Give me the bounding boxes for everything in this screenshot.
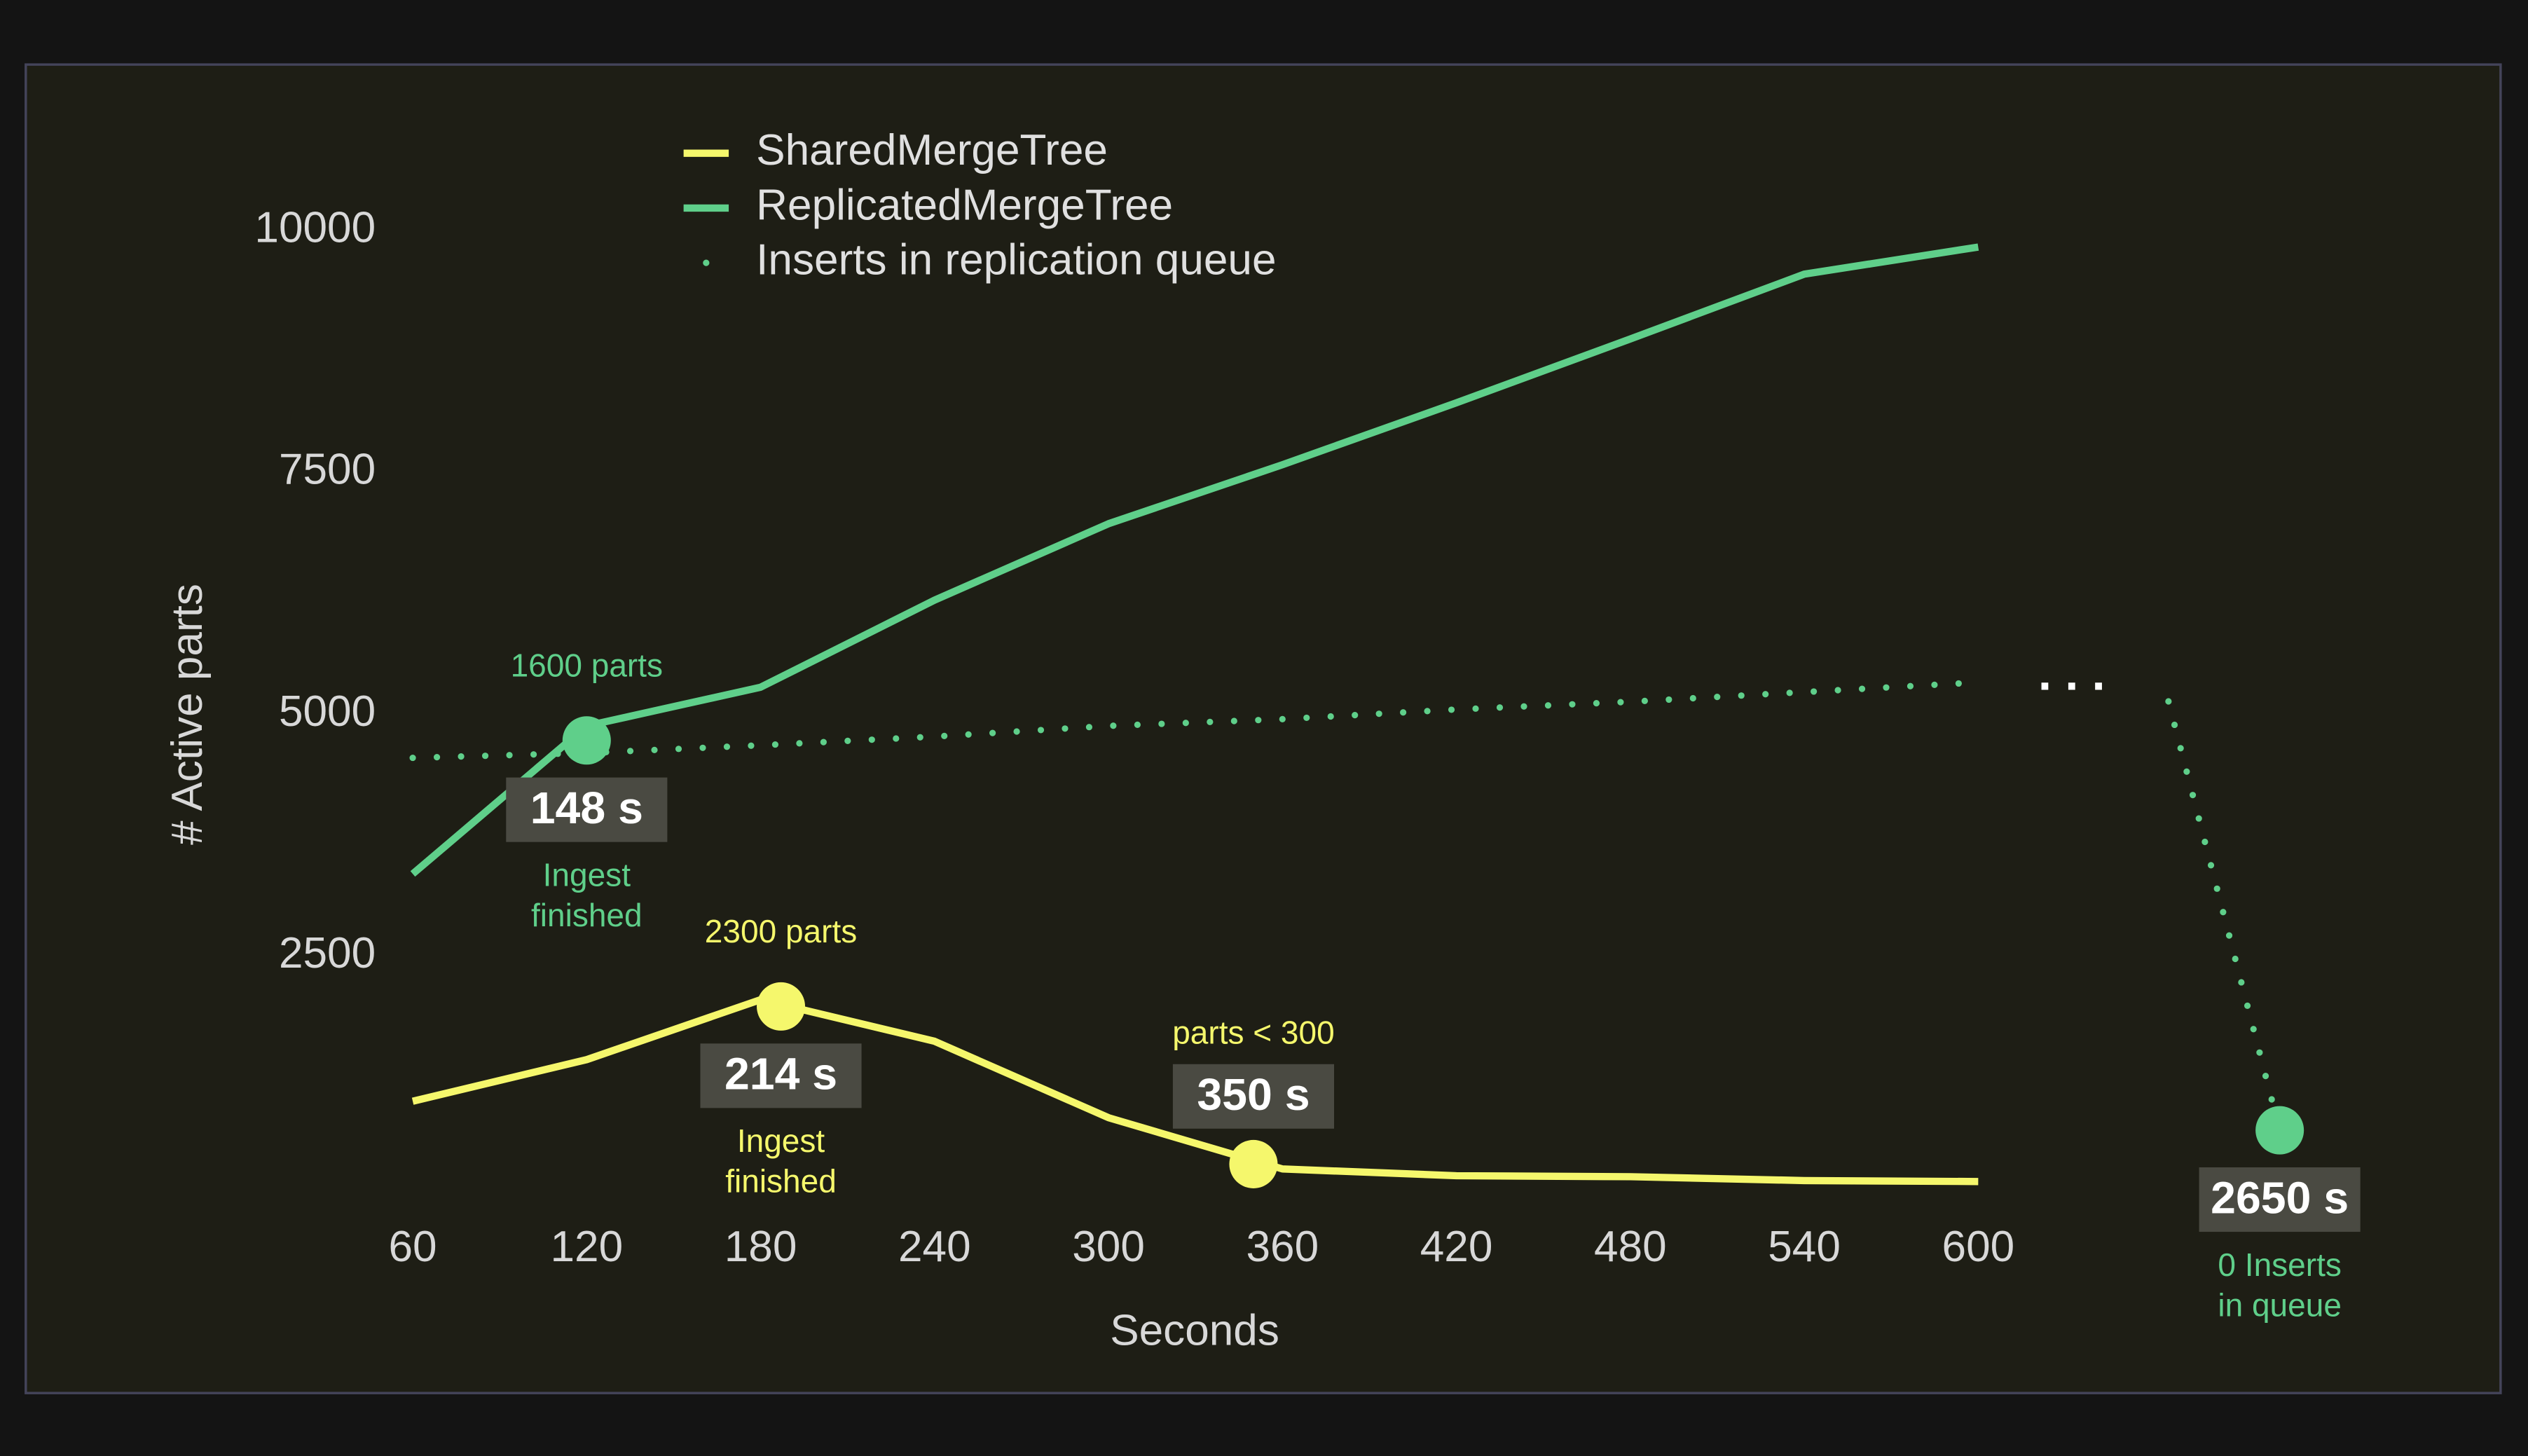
x-tick-label: 300: [1072, 1223, 1145, 1271]
legend-label: SharedMergeTree: [756, 126, 1108, 174]
annotation-note: Ingest: [737, 1122, 825, 1159]
x-tick-label: 420: [1420, 1223, 1493, 1271]
y-tick-label: 5000: [279, 687, 376, 736]
annotation-marker: [757, 982, 806, 1031]
x-tick-label: 60: [389, 1223, 437, 1271]
time-box: [1172, 1064, 1335, 1129]
x-tick-label: 240: [898, 1223, 971, 1271]
x-axis-title: Seconds: [1110, 1306, 1279, 1354]
x-tick-label: 540: [1768, 1223, 1841, 1271]
annotation-note: finished: [725, 1163, 837, 1200]
annotation-marker: [2255, 1106, 2304, 1155]
time-label: 2650 s: [2211, 1172, 2349, 1223]
y-tick-label: 10000: [254, 204, 376, 252]
annotation-note: Ingest: [543, 856, 631, 893]
x-tick-label: 120: [550, 1223, 623, 1271]
annotation-label: 1600 parts: [511, 647, 663, 683]
y-tick-label: 2500: [279, 929, 376, 977]
annotation-label: 2300 parts: [705, 913, 857, 949]
annotation-note: 0 Inserts: [2218, 1246, 2341, 1283]
time-box: [2199, 1167, 2361, 1232]
annotation-label: parts < 300: [1172, 1015, 1335, 1051]
time-label: 148 s: [530, 783, 643, 833]
series-line: [409, 679, 1981, 762]
x-tick-label: 180: [724, 1223, 797, 1271]
series-line: [410, 243, 1979, 877]
annotation-note: in queue: [2218, 1286, 2342, 1323]
x-tick-label: 360: [1246, 1223, 1319, 1271]
legend-swatch: [703, 259, 710, 266]
y-axis-title: # Active parts: [163, 584, 212, 845]
time-label: 214 s: [724, 1049, 837, 1099]
x-tick-label: 480: [1594, 1223, 1667, 1271]
axis-break: . . .: [2038, 647, 2105, 701]
time-box: [700, 1043, 862, 1108]
y-tick-label: 7500: [279, 446, 376, 494]
legend-label: Inserts in replication queue: [756, 236, 1276, 284]
time-label: 350 s: [1197, 1069, 1310, 1120]
annotation-marker: [1229, 1139, 1278, 1188]
x-tick-label: 600: [1942, 1223, 2015, 1271]
time-box: [506, 777, 668, 842]
annotation-marker: [562, 716, 611, 765]
queue-drain-line: [2165, 698, 2283, 1134]
legend-label: ReplicatedMergeTree: [756, 181, 1173, 229]
annotation-note: finished: [531, 897, 643, 933]
series-line: [411, 996, 1979, 1186]
